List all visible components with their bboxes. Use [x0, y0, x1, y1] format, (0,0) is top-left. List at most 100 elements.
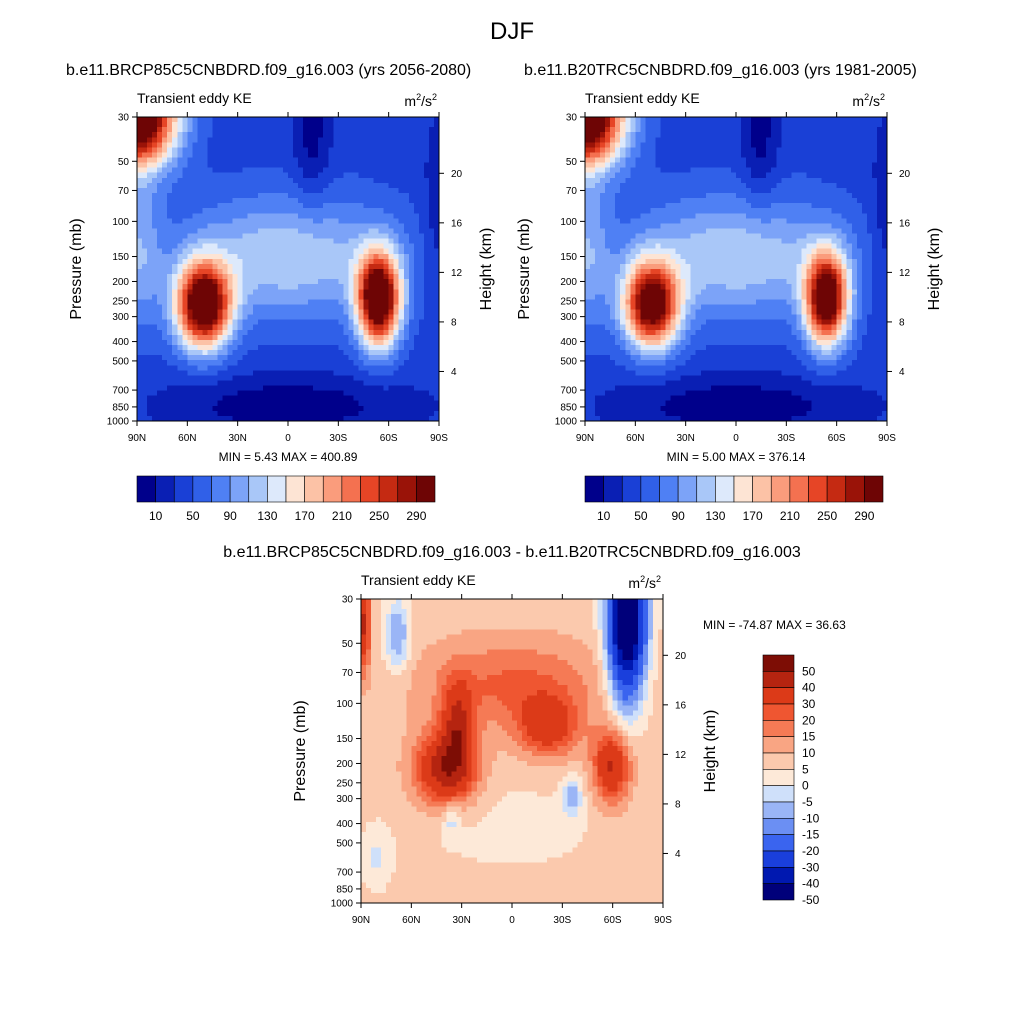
present-cell — [791, 172, 797, 179]
present-cell — [685, 187, 692, 194]
present-cell — [715, 172, 722, 179]
future-cell — [277, 360, 284, 366]
future-cell — [232, 228, 239, 234]
future-cell — [267, 375, 274, 381]
future-cell — [338, 324, 344, 331]
future-cell — [343, 390, 349, 397]
future-cell — [217, 147, 223, 153]
future-cell — [288, 223, 294, 229]
future-cell — [167, 294, 173, 300]
present-cell — [881, 122, 888, 128]
future-cell — [433, 127, 440, 133]
present-cell — [826, 187, 833, 194]
future-cell — [293, 269, 299, 275]
future-cell — [418, 142, 425, 148]
future-cell — [277, 390, 284, 397]
future-cell — [137, 355, 143, 361]
future-cell — [172, 274, 178, 280]
future-cell — [288, 213, 294, 219]
future-cell — [162, 193, 168, 199]
present-cell — [630, 162, 636, 169]
present-cell — [866, 137, 873, 143]
present-cell — [675, 187, 682, 194]
future-cell — [308, 269, 314, 275]
present-cell — [680, 193, 687, 199]
future-ytick-label: 500 — [112, 356, 129, 367]
present-cell — [645, 117, 651, 123]
future-cell — [137, 152, 143, 158]
future-cell — [343, 405, 349, 412]
future-cell — [237, 400, 244, 407]
future-cell — [227, 258, 234, 265]
future-cell — [378, 299, 385, 305]
present-cell — [786, 122, 792, 128]
future-cell — [272, 182, 279, 189]
future-cell — [252, 187, 259, 194]
present-cell — [690, 177, 697, 184]
future-cell — [252, 193, 259, 199]
future-cell — [167, 304, 173, 310]
future-cell — [408, 274, 415, 280]
future-cell — [358, 415, 364, 422]
present-cell — [741, 223, 747, 229]
future-cell — [288, 198, 294, 204]
future-cell — [323, 339, 329, 346]
future-cell — [323, 304, 329, 310]
future-cell — [293, 187, 299, 194]
future-cell — [272, 243, 279, 250]
present-cell — [806, 193, 812, 199]
future-cell — [277, 355, 284, 361]
future-cell — [298, 375, 304, 381]
future-cell — [272, 309, 279, 315]
present-cell — [761, 213, 767, 219]
future-cell — [267, 390, 274, 397]
future-cell — [293, 117, 299, 123]
future-cell — [333, 360, 339, 366]
future-cell — [282, 253, 289, 260]
future-cell — [157, 117, 163, 123]
future-cell — [247, 177, 254, 184]
future-cell — [313, 370, 319, 376]
future-cell — [413, 274, 420, 280]
present-cell — [620, 117, 626, 123]
present-cell — [700, 157, 707, 163]
future-cell — [353, 193, 359, 199]
future-cell — [242, 213, 249, 219]
future-colorbar-label: 130 — [257, 509, 277, 523]
present-cell — [846, 172, 853, 179]
future-cell — [277, 213, 284, 219]
future-cell — [368, 390, 374, 397]
present-cell — [881, 213, 888, 219]
present-cell — [595, 162, 601, 169]
future-cell — [338, 400, 344, 407]
future-cell — [428, 360, 435, 366]
present-cell — [605, 142, 611, 148]
present-cell — [720, 182, 727, 189]
future-cell — [358, 198, 364, 204]
future-cell — [232, 253, 239, 260]
future-cell — [353, 127, 359, 133]
future-cell — [378, 294, 385, 300]
present-cell — [781, 223, 787, 229]
future-cell — [257, 390, 264, 397]
future-cell — [157, 274, 163, 280]
future-cell — [162, 309, 168, 315]
future-cell — [288, 258, 294, 265]
future-cell — [398, 228, 405, 234]
future-cell — [137, 137, 143, 143]
future-cell — [298, 400, 304, 407]
future-cell — [418, 405, 425, 412]
future-cell — [142, 324, 148, 331]
future-cell — [192, 269, 198, 275]
future-cell — [202, 187, 208, 194]
future-cell — [328, 370, 334, 376]
future-cell — [267, 253, 274, 260]
future-cell — [293, 208, 299, 214]
future-cell — [358, 253, 364, 260]
future-cell — [192, 279, 198, 285]
present-cell — [590, 198, 596, 204]
future-cell — [142, 238, 148, 245]
future-cell — [393, 193, 400, 199]
present-cell — [826, 167, 833, 174]
